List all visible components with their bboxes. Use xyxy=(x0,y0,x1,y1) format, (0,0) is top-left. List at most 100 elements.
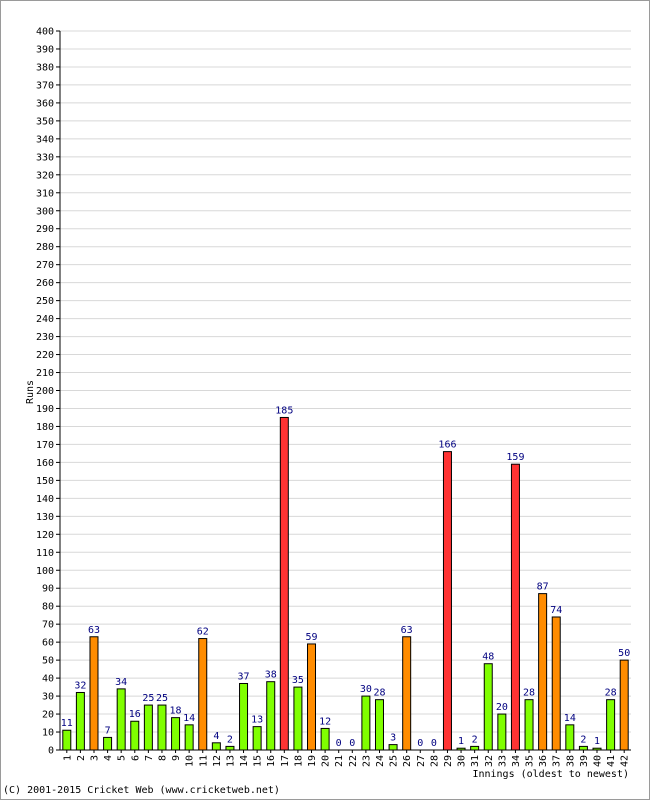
data-label: 0 xyxy=(431,738,437,749)
x-tick-label: 17 xyxy=(280,755,291,767)
y-tick-label: 60 xyxy=(42,638,54,649)
y-tick-label: 230 xyxy=(36,332,54,343)
bar-innings-32 xyxy=(483,663,493,751)
x-tick-label: 5 xyxy=(117,755,128,761)
y-tick-label: 140 xyxy=(36,494,54,505)
data-label: 50 xyxy=(618,648,630,659)
data-label: 32 xyxy=(74,680,86,691)
bar-innings-16 xyxy=(266,681,276,751)
x-tick-label: 11 xyxy=(198,755,209,767)
x-tick-label: 29 xyxy=(443,755,454,767)
y-tick-label: 90 xyxy=(42,584,54,595)
x-tick-labels: 1 2 3 4 5 6 7 8 9 10 11 12 13 14 15 16 17 18 19 20 21 22 23 24 2… xyxy=(62,755,630,767)
x-axis-title: Innings (oldest to newest) xyxy=(472,769,629,780)
bar-innings-35 xyxy=(524,699,534,751)
y-tick-label: 310 xyxy=(36,188,54,199)
x-tick-label: 40 xyxy=(593,755,604,767)
y-tick-labels: 0 10 20 30 40 50 60 70 80 90 100 110 120 130 140 150 160… xyxy=(36,27,54,757)
x-tick-label: 34 xyxy=(511,755,522,767)
bar-innings-4 xyxy=(103,736,113,751)
data-label: 0 xyxy=(336,738,342,749)
data-label: 0 xyxy=(417,738,423,749)
data-label: 34 xyxy=(115,677,127,688)
data-label: 7 xyxy=(105,725,111,736)
bar-innings-18 xyxy=(293,686,303,751)
data-label: 2 xyxy=(227,734,233,745)
bar-innings-19 xyxy=(307,643,317,751)
x-tick-label: 26 xyxy=(402,755,413,767)
bar-innings-29 xyxy=(442,451,452,751)
y-tick-label: 290 xyxy=(36,224,54,235)
data-label: 62 xyxy=(197,627,209,638)
data-label: 4 xyxy=(213,731,219,742)
y-tick-label: 340 xyxy=(36,134,54,145)
data-label: 166 xyxy=(438,440,456,451)
x-tick-label: 20 xyxy=(321,755,332,767)
x-tick-label: 12 xyxy=(212,755,223,767)
bar-innings-1 xyxy=(62,729,72,751)
bar-innings-2 xyxy=(75,691,85,751)
bar-innings-41 xyxy=(606,699,616,751)
x-tick-label: 19 xyxy=(307,755,318,767)
data-label: 1 xyxy=(458,736,464,747)
data-label: 59 xyxy=(305,632,317,643)
data-label: 0 xyxy=(349,738,355,749)
bar-innings-25 xyxy=(388,744,398,751)
y-tick-label: 250 xyxy=(36,296,54,307)
bar-innings-39 xyxy=(578,745,588,751)
bar-innings-37 xyxy=(551,616,561,751)
bar-innings-42 xyxy=(619,659,629,751)
bar-innings-17 xyxy=(279,416,289,751)
data-label: 74 xyxy=(550,605,562,616)
data-label: 2 xyxy=(472,734,478,745)
bar-innings-3 xyxy=(89,636,99,751)
y-tick-label: 240 xyxy=(36,314,54,325)
data-label: 28 xyxy=(523,688,535,699)
bar-innings-31 xyxy=(470,745,480,751)
bar-innings-12 xyxy=(211,742,221,751)
data-label: 185 xyxy=(275,405,293,416)
x-tick-label: 31 xyxy=(470,755,481,767)
data-label: 1 xyxy=(594,736,600,747)
x-tick-label: 1 xyxy=(62,755,73,761)
data-label: 3 xyxy=(390,733,396,744)
x-tick-label: 33 xyxy=(497,755,508,767)
y-tick-label: 50 xyxy=(42,656,54,667)
bar-innings-38 xyxy=(565,724,575,751)
data-label: 30 xyxy=(360,684,372,695)
y-tick-label: 180 xyxy=(36,422,54,433)
x-tick-label: 16 xyxy=(266,755,277,767)
x-tick-label: 30 xyxy=(457,755,468,767)
x-tick-label: 18 xyxy=(293,755,304,767)
data-label: 11 xyxy=(61,718,73,729)
y-tick-label: 210 xyxy=(36,368,54,379)
x-tick-label: 36 xyxy=(538,755,549,767)
bar-innings-5 xyxy=(116,688,126,751)
data-label: 20 xyxy=(496,702,508,713)
bar-innings-7 xyxy=(143,704,153,751)
data-label: 63 xyxy=(88,625,100,636)
bar-innings-14 xyxy=(239,682,249,751)
x-tick-label: 15 xyxy=(253,755,264,767)
y-tick-label: 20 xyxy=(42,710,54,721)
y-tick-label: 120 xyxy=(36,530,54,541)
y-tick-label: 370 xyxy=(36,80,54,91)
data-label: 28 xyxy=(605,688,617,699)
data-label: 35 xyxy=(292,675,304,686)
x-tick-label: 22 xyxy=(348,755,359,767)
bar-innings-15 xyxy=(252,726,262,751)
y-tick-label: 110 xyxy=(36,548,54,559)
y-tick-label: 260 xyxy=(36,278,54,289)
x-tick-label: 25 xyxy=(389,755,400,767)
data-label: 38 xyxy=(265,670,277,681)
bar-innings-20 xyxy=(320,727,330,751)
y-tick-label: 400 xyxy=(36,27,54,38)
y-tick-label: 220 xyxy=(36,350,54,361)
y-tick-label: 30 xyxy=(42,692,54,703)
x-tick-label: 2 xyxy=(76,755,87,761)
data-label: 25 xyxy=(142,693,154,704)
x-tick-label: 4 xyxy=(103,755,114,761)
y-tick-label: 150 xyxy=(36,476,54,487)
